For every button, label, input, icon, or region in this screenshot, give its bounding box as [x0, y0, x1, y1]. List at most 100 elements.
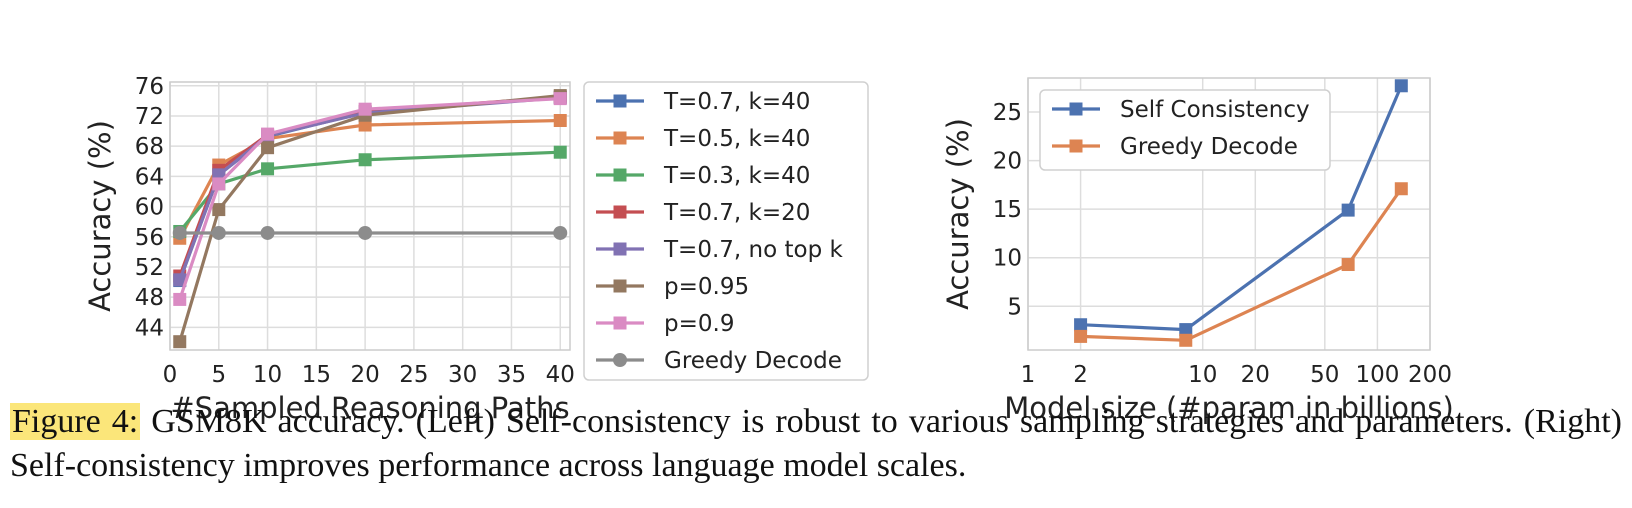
data-point	[173, 292, 187, 306]
series-p-0-9	[173, 92, 567, 306]
y-tick-label: 72	[135, 104, 164, 130]
y-tick-label: 10	[993, 246, 1022, 272]
data-point	[553, 92, 567, 106]
legend-entry: Greedy Decode	[596, 348, 842, 374]
data-point	[1074, 329, 1088, 343]
series-line	[178, 94, 561, 343]
series-self-consistency	[1074, 79, 1408, 337]
x-tick-label: 10	[1188, 362, 1217, 388]
legend-marker	[1069, 102, 1083, 116]
data-point	[1394, 182, 1408, 196]
legend-marker	[613, 131, 627, 145]
x-tick-label: 1	[1021, 362, 1036, 388]
data-point	[553, 145, 567, 159]
series-line	[1080, 187, 1403, 342]
series-greedy-decode	[172, 225, 568, 240]
data-point	[173, 273, 187, 287]
data-point	[553, 114, 567, 128]
data-point	[1341, 203, 1355, 217]
legend-label: T=0.7, k=20	[663, 200, 810, 226]
data-point	[212, 177, 226, 191]
data-point	[1074, 318, 1088, 332]
legend-entry: T=0.5, k=40	[596, 126, 810, 152]
data-point	[172, 225, 187, 240]
y-tick-label: 64	[135, 164, 164, 190]
legend-label: T=0.7, no top k	[663, 237, 843, 263]
data-point	[358, 225, 373, 240]
right-chart: 1 2 10 20 50 100 200 5 10 15 20 25 Model size (#para…	[941, 77, 1454, 425]
x-tick-label: 20	[1241, 362, 1270, 388]
x-axis-label: Model size (#param in billions)	[1004, 391, 1454, 425]
x-tick-label: 0	[163, 362, 178, 388]
data-point	[553, 225, 568, 240]
data-point	[261, 141, 275, 155]
legend-marker	[613, 205, 627, 219]
legend-entry: T=0.7, no top k	[596, 237, 843, 263]
x-axis-label: #Sampled Reasoning Paths	[170, 391, 569, 425]
series-line	[1080, 85, 1403, 332]
x-tick-label: 20	[350, 362, 379, 388]
figure-caption: Figure 4: GSM8K accuracy. (Left) Self-co…	[10, 400, 1622, 488]
data-point	[260, 225, 275, 240]
left-chart: 0 5 10 15 20 25 30 35 40 44 48 52 56 60 64 68 72 76 #Sampl…	[83, 74, 869, 425]
legend-box	[1039, 89, 1331, 171]
legend-marker	[613, 94, 627, 108]
data-point	[358, 153, 372, 167]
y-tick-label: 25	[993, 100, 1022, 126]
data-point	[212, 203, 226, 217]
legend-box	[583, 81, 869, 381]
data-point	[261, 127, 275, 141]
x-tick-label: 30	[448, 362, 477, 388]
y-tick-label: 52	[135, 255, 164, 281]
y-tick-label: 60	[135, 195, 164, 221]
data-point	[173, 335, 187, 349]
legend-label: T=0.3, k=40	[663, 163, 810, 189]
legend-label: p=0.95	[664, 274, 749, 300]
legend-label: Greedy Decode	[1120, 134, 1298, 160]
figure-caption-text: GSM8K accuracy. (Left) Self-consistency …	[10, 403, 1622, 484]
x-tick-label: 15	[302, 362, 331, 388]
legend-entry: T=0.7, k=40	[596, 89, 810, 115]
data-point	[211, 225, 226, 240]
x-tick-label: 35	[497, 362, 526, 388]
y-tick-label: 48	[135, 285, 164, 311]
legend-label: T=0.7, k=40	[663, 89, 810, 115]
x-tick-label: 50	[1310, 362, 1339, 388]
y-tick-label: 44	[135, 315, 164, 341]
y-axis-label: Accuracy (%)	[941, 118, 975, 310]
legend-marker	[1069, 139, 1083, 153]
legend-marker	[613, 242, 627, 256]
plot-frame	[1027, 77, 1431, 351]
data-point	[358, 102, 372, 116]
x-tick-label: 40	[546, 362, 575, 388]
legend-entry: p=0.95	[596, 274, 749, 300]
legend-entry: Greedy Decode	[1052, 134, 1298, 160]
legend-marker	[613, 168, 627, 182]
legend-entry: Self Consistency	[1052, 97, 1310, 123]
plot-frame	[169, 81, 571, 351]
legend-label: p=0.9	[664, 311, 734, 337]
legend-label: Greedy Decode	[664, 348, 842, 374]
y-tick-label: 76	[135, 74, 164, 100]
x-tick-label: 5	[211, 362, 226, 388]
y-tick-label: 56	[135, 225, 164, 251]
legend-marker	[613, 316, 627, 330]
x-tick-label: 10	[253, 362, 282, 388]
series-greedy-decode	[1074, 182, 1408, 347]
legend: Self Consistency Greedy Decode	[1039, 89, 1331, 171]
figure-label: Figure 4:	[10, 403, 141, 440]
legend: T=0.7, k=40 T=0.5, k=40 T=0.3, k=40 T=0.7, …	[583, 81, 869, 381]
x-tick-label: 100	[1355, 362, 1399, 388]
data-point	[261, 162, 275, 176]
y-tick-label: 15	[993, 197, 1022, 223]
x-tick-label: 2	[1073, 362, 1088, 388]
data-point	[358, 118, 372, 132]
legend-entry: T=0.7, k=20	[596, 200, 810, 226]
legend-label: Self Consistency	[1120, 97, 1310, 123]
legend-entry: p=0.9	[596, 311, 734, 337]
data-point	[1179, 333, 1193, 347]
legend-marker	[613, 353, 627, 367]
legend-label: T=0.5, k=40	[663, 126, 810, 152]
x-tick-label: 25	[399, 362, 428, 388]
